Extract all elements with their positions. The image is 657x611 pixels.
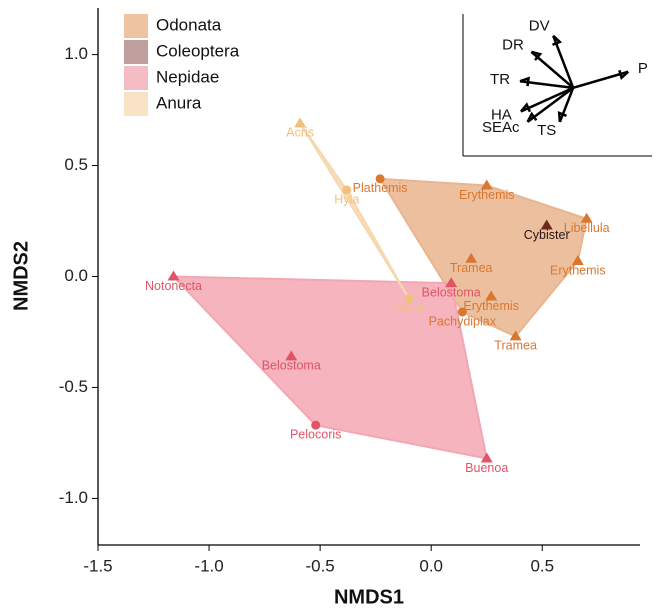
- point-label: Erythemis: [459, 188, 515, 202]
- point-label: Pachydiplax: [429, 314, 497, 328]
- point: [445, 277, 458, 288]
- legend-label: Odonata: [156, 15, 222, 34]
- vector: [572, 70, 629, 90]
- x-tick-label: 0.5: [530, 556, 554, 575]
- vector-label: TS: [537, 122, 556, 139]
- legend-swatch: [124, 40, 148, 64]
- y-tick-label: -0.5: [59, 377, 88, 396]
- point: [167, 270, 180, 281]
- y-axis-title: NMDS2: [10, 241, 32, 311]
- point-label: Belostoma: [262, 359, 321, 373]
- legend-swatch: [124, 66, 148, 90]
- vector: [520, 86, 574, 113]
- point-label: Rana: [394, 301, 424, 315]
- point: [580, 212, 593, 223]
- vector-label: DV: [529, 17, 550, 34]
- point: [294, 117, 307, 128]
- vector-head: [519, 76, 530, 87]
- vector-head: [526, 111, 538, 123]
- point-label: Erythemis: [463, 299, 519, 313]
- point: [342, 185, 352, 195]
- y-tick-label: -1.0: [59, 488, 88, 507]
- legend-label: Coleoptera: [156, 41, 240, 60]
- point: [457, 307, 467, 317]
- x-tick-label: 0.0: [419, 556, 443, 575]
- point: [285, 350, 298, 361]
- point-label: Tramea: [494, 339, 537, 353]
- point-label: Erythemis: [550, 263, 606, 277]
- vector-label: SEAc: [482, 119, 520, 136]
- legend-swatch: [124, 14, 148, 38]
- group-hull: [299, 122, 410, 300]
- x-tick-label: -0.5: [305, 556, 334, 575]
- point-label: Tramea: [450, 261, 493, 275]
- legend-label: Nepidae: [156, 67, 219, 86]
- x-axis-title: NMDS1: [334, 586, 404, 608]
- point: [311, 420, 321, 430]
- point: [509, 330, 522, 341]
- point-label: Libellula: [564, 221, 610, 235]
- legend-label: Anura: [156, 93, 202, 112]
- point-label: Notonecta: [145, 279, 202, 293]
- point: [480, 179, 493, 190]
- vector: [558, 87, 575, 123]
- vector-head: [618, 69, 630, 81]
- x-tick-label: -1.5: [83, 556, 112, 575]
- x-tick-label: -1.0: [194, 556, 223, 575]
- vector: [526, 86, 574, 123]
- vector-head: [531, 50, 543, 61]
- vector-head: [557, 111, 567, 123]
- point-label: Acris: [286, 126, 314, 140]
- point: [465, 252, 478, 263]
- y-tick-label: 0.5: [64, 155, 88, 174]
- point-label: Buenoa: [465, 461, 508, 475]
- vector-label: P: [638, 60, 648, 77]
- point: [404, 294, 414, 304]
- point-label: Cybister: [524, 228, 570, 242]
- point: [480, 452, 493, 463]
- point-label: Belostoma: [422, 285, 481, 299]
- point: [540, 219, 553, 230]
- vector-head: [552, 34, 563, 46]
- point: [571, 254, 584, 265]
- point-label: Hyla: [334, 192, 359, 206]
- point: [485, 290, 498, 301]
- point-label: Pelocoris: [290, 427, 341, 441]
- y-tick-label: 1.0: [64, 44, 88, 63]
- legend-swatch: [124, 92, 148, 116]
- vector-label: DR: [502, 36, 524, 53]
- vector-head: [519, 102, 532, 113]
- vector-label: HA: [491, 107, 512, 124]
- point: [375, 174, 385, 184]
- y-tick-label: 0.0: [64, 266, 88, 285]
- vector-label: TR: [490, 71, 510, 88]
- point-label: Plathemis: [353, 181, 408, 195]
